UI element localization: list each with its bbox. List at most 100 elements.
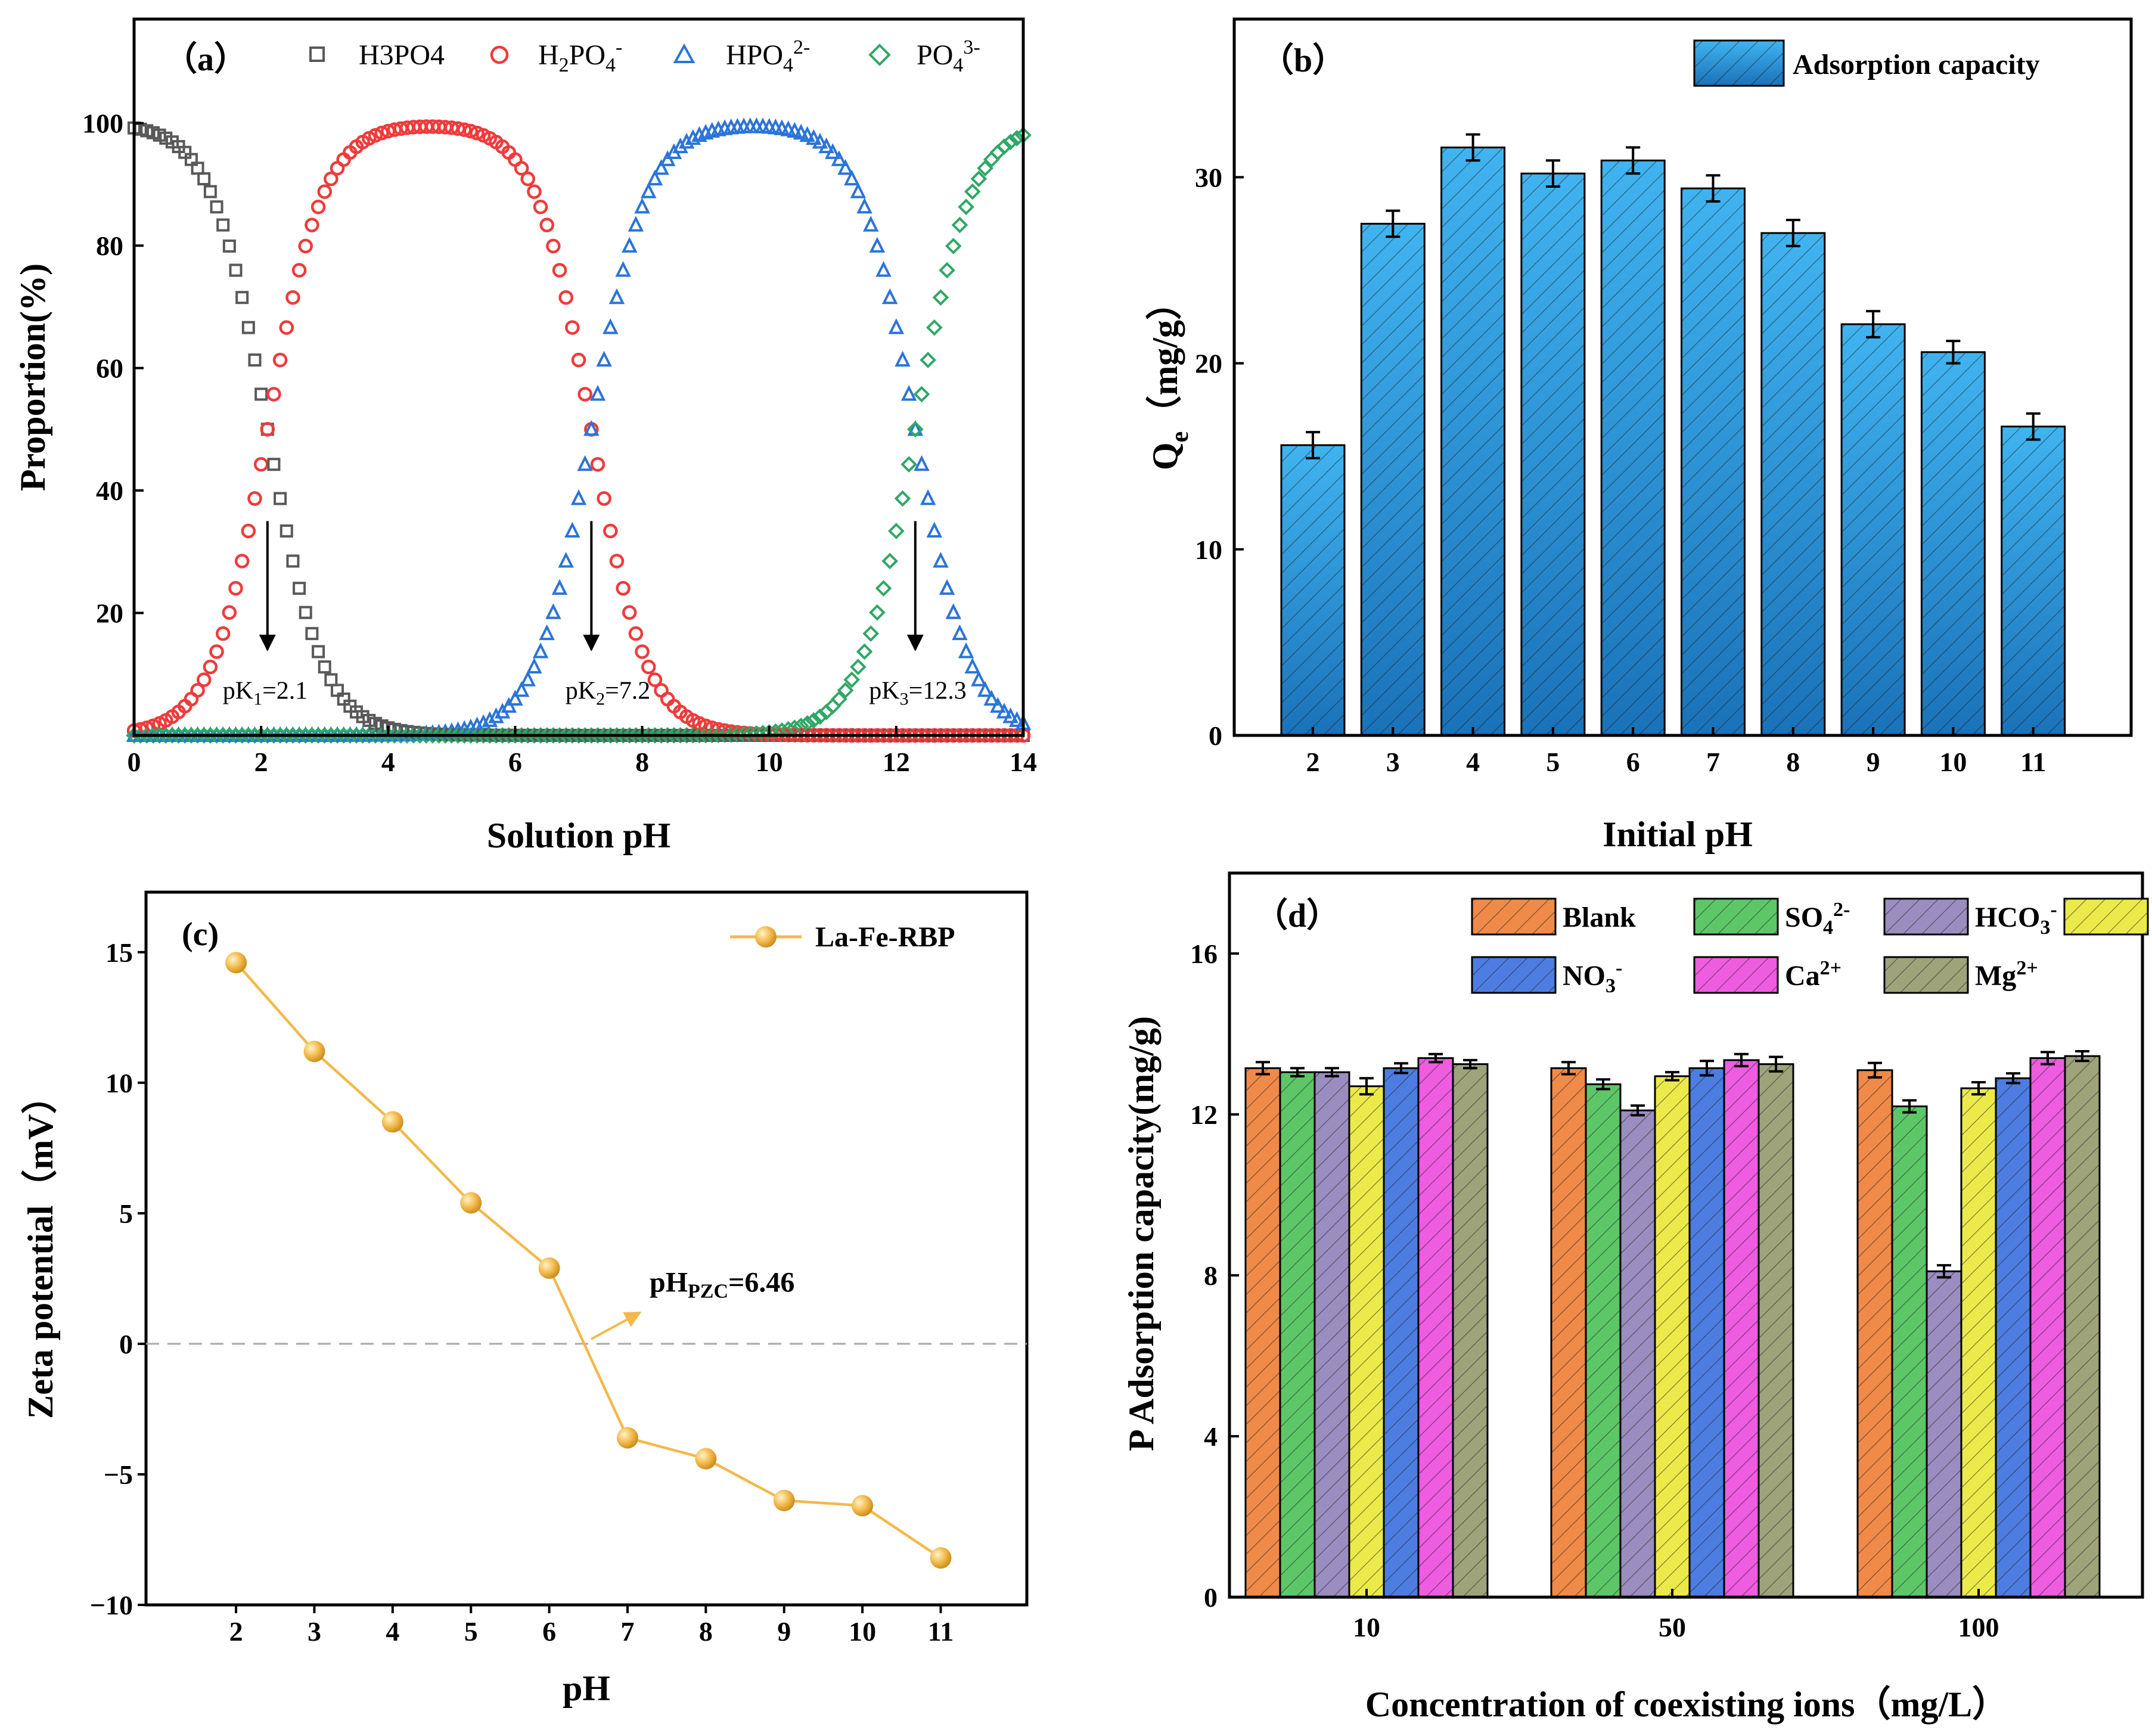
hpo4-point: [926, 521, 943, 538]
h2po4-point: [203, 659, 218, 675]
legend-main: HCO: [1975, 902, 2040, 933]
panel-b-xtick-label: 2: [1306, 747, 1320, 777]
panel-b-ytick-label: 20: [1195, 349, 1222, 379]
zeta-point-ph-11: [930, 1547, 952, 1569]
legend-main: Ca: [1785, 960, 1820, 992]
h3po4-point: [293, 582, 306, 595]
bar-hatch: [1246, 1068, 1280, 1597]
hpo4-point: [837, 159, 853, 175]
legend-part: HPO: [726, 39, 783, 71]
po43-point: [970, 170, 988, 187]
po43-point: [939, 262, 955, 279]
legend-part: H: [538, 39, 559, 71]
pk-sub: 1: [253, 689, 262, 709]
h3po4-point: [241, 321, 255, 334]
po43-point: [475, 727, 492, 744]
panel-a-ytick-label: 80: [96, 231, 123, 261]
bar-hatch: [1551, 1068, 1586, 1597]
hpo4-point: [825, 143, 841, 159]
bar-hatch: [1759, 1064, 1793, 1597]
panel-b-xtick-label: 7: [1706, 747, 1720, 777]
panel-b-ylabel-main: Q: [1145, 442, 1185, 470]
po43-point: [881, 552, 899, 570]
panel-b-bars: [1280, 133, 2066, 737]
h2po4-point: [558, 290, 573, 305]
hpo4-point: [971, 670, 987, 687]
hpo4-point: [933, 551, 949, 568]
hpo4-point: [920, 489, 936, 505]
legend-hatch: [1694, 899, 1778, 934]
po43-point: [875, 580, 892, 597]
panel-b-ylabel-sub: e: [1166, 431, 1194, 443]
po43-point: [843, 671, 861, 688]
legend-label-HCO3-: HCO3-: [1975, 899, 2057, 939]
panel-a-xtick-label: 4: [381, 747, 395, 777]
legend-part: PO: [569, 39, 605, 71]
hpo4-point: [678, 132, 695, 149]
panel-a-ytick-label: 20: [96, 598, 123, 629]
po43-point: [468, 727, 486, 744]
h2po4-point: [533, 199, 548, 215]
panel-a-xtick-label: 10: [756, 747, 783, 777]
legend-po4-marker: [868, 44, 891, 66]
panel-b-ytick-label: 0: [1209, 721, 1222, 751]
po43-point: [526, 727, 543, 744]
hpo4-point: [850, 182, 867, 198]
panel-b-legend-label: Adsorption capacity: [1793, 49, 2040, 80]
pk-label: pK1=2.1: [223, 677, 308, 709]
h2po4-point: [590, 456, 605, 472]
panel-b-xtick-label: 4: [1466, 747, 1480, 777]
panel-a-xtick-label: 6: [508, 747, 522, 777]
hpo4-point: [520, 670, 536, 687]
legend-sub: 3: [1606, 975, 1616, 997]
pk-label: pK2=7.2: [566, 677, 651, 709]
hpo4-point: [964, 657, 980, 674]
po43-point: [481, 727, 498, 744]
panel-c-xtick-label: 5: [464, 1616, 478, 1647]
legend-hatch: [1694, 957, 1778, 993]
panel-c-legend-label: La-Fe-RBP: [815, 921, 955, 953]
panel-c-xlabel: pH: [563, 1669, 610, 1708]
hpo4-point: [539, 624, 555, 641]
po43-point: [430, 727, 448, 744]
panel-c-xtick-label: 8: [699, 1616, 713, 1647]
h2po4-point: [622, 605, 637, 620]
hpo4-point: [1002, 707, 1018, 723]
hpo4-point: [532, 642, 549, 659]
h2po4-point: [241, 523, 256, 539]
pk-sub: 2: [596, 689, 605, 709]
pk-sub: 3: [900, 689, 909, 709]
h2po4-point: [222, 605, 237, 620]
panel-a-legend: H3PO4 H2PO4- HPO42- PO43-: [309, 36, 980, 76]
panel-b-initial-ph: 2 3 4 5 6 7 8 9 10 11 0 10 20 30 （b） Adsorption capac…: [1145, 17, 2133, 854]
hpo4-point: [545, 603, 561, 619]
bar-hatch: [1761, 233, 1825, 736]
zeta-point-ph-3: [303, 1041, 325, 1063]
panel-c-ytick-label: −10: [90, 1590, 133, 1620]
po43-point: [443, 727, 460, 744]
pk-value: =12.3: [909, 677, 967, 704]
h3po4-point: [216, 218, 230, 232]
hpo4-point: [799, 126, 815, 142]
h2po4-point: [215, 626, 231, 641]
hpo4-point: [640, 182, 657, 198]
h2po4-point: [253, 456, 269, 472]
hpo4-point: [806, 129, 822, 145]
po43-point: [888, 523, 905, 539]
legend-sub: 3: [2040, 917, 2050, 939]
legend-sup: 2-: [793, 36, 810, 58]
hpo4-point: [603, 318, 619, 334]
h3po4-point: [203, 185, 217, 198]
po43-point: [551, 727, 568, 744]
po43-point: [1008, 129, 1026, 147]
po43-point: [856, 643, 873, 660]
bar-hatch: [1927, 1271, 1961, 1597]
panel-b-label: （b）: [1260, 42, 1346, 79]
panel-c-legend-marker: [755, 926, 777, 948]
legend-sup: 3-: [963, 36, 980, 58]
po43-point: [570, 727, 587, 744]
panel-c-ylabel: Zeta potential（mV）: [20, 1078, 60, 1419]
legend-label-Ca2+: Ca2+: [1785, 957, 1842, 992]
h2po4-point: [463, 123, 479, 139]
pk-prefix: pK: [223, 677, 253, 704]
